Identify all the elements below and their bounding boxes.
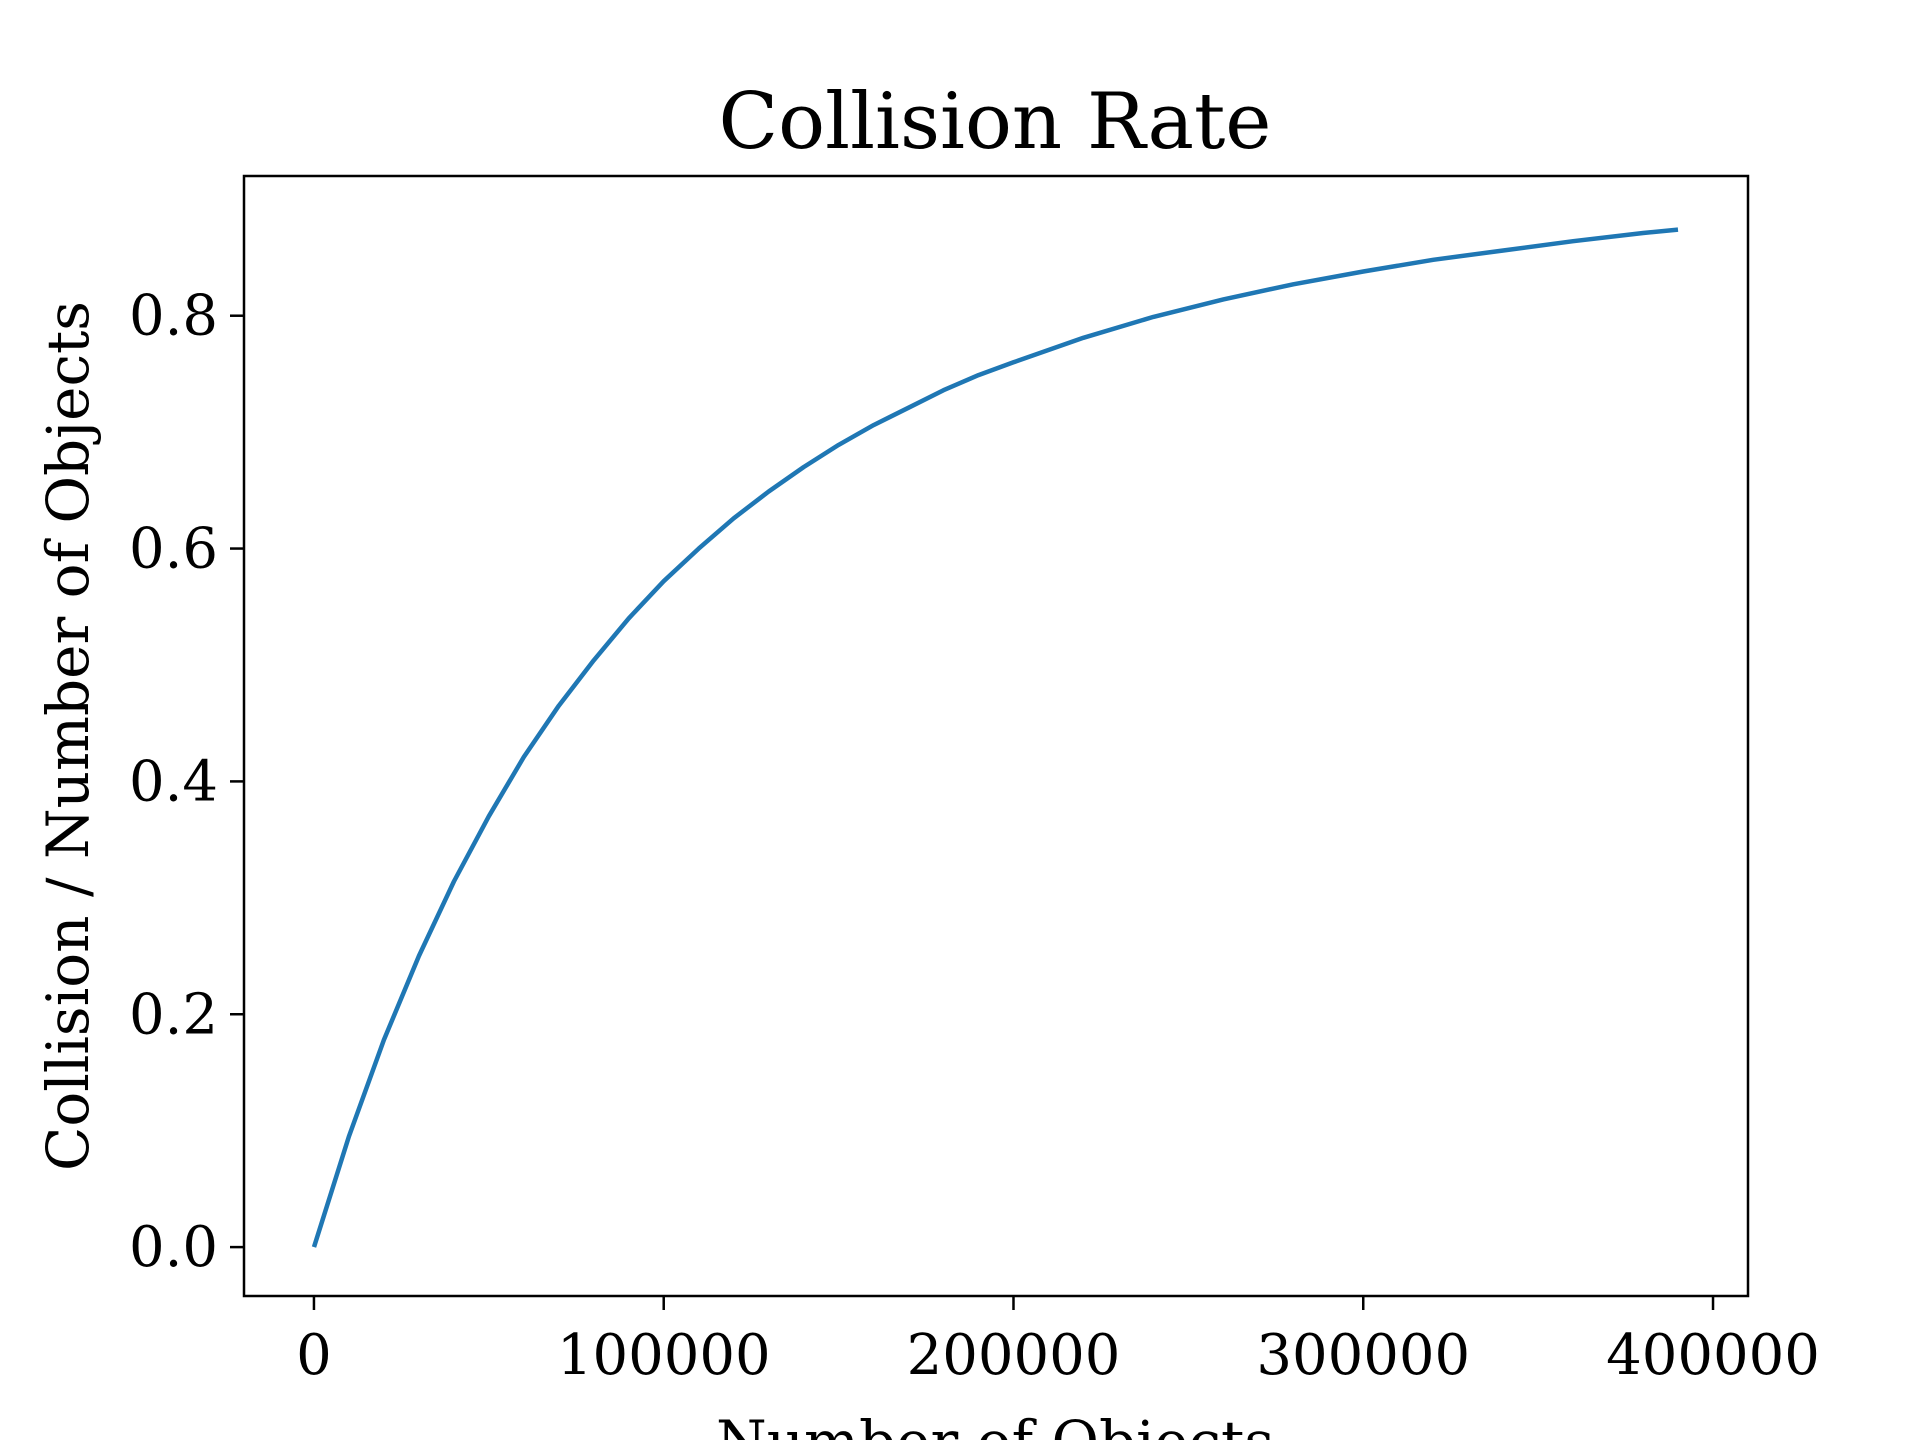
chart-title: Collision Rate [719, 77, 1272, 167]
y-axis: 0.0 0.2 0.4 0.6 0.8 [129, 284, 244, 1280]
x-axis-label: Number of Objects [716, 1408, 1274, 1440]
y-tick-label: 0.0 [129, 1215, 218, 1280]
y-tick-label: 0.2 [129, 982, 218, 1047]
y-tick-label: 0.8 [129, 284, 218, 349]
x-tick-label: 300000 [1256, 1323, 1470, 1388]
x-tick-label: 200000 [907, 1323, 1121, 1388]
x-tick-label: 400000 [1606, 1323, 1820, 1388]
series-layer [311, 227, 1679, 1248]
series-line-0 [311, 227, 1679, 1248]
y-tick-label: 0.4 [129, 749, 218, 814]
x-tick-label: 0 [296, 1323, 332, 1388]
plot-area [242, 174, 1750, 1298]
x-tick-label: 100000 [557, 1323, 771, 1388]
y-tick-label: 0.6 [129, 517, 218, 582]
y-axis-label: Collision / Number of Objects [34, 301, 102, 1171]
x-axis: 0 100000 200000 300000 400000 [296, 1296, 1820, 1388]
